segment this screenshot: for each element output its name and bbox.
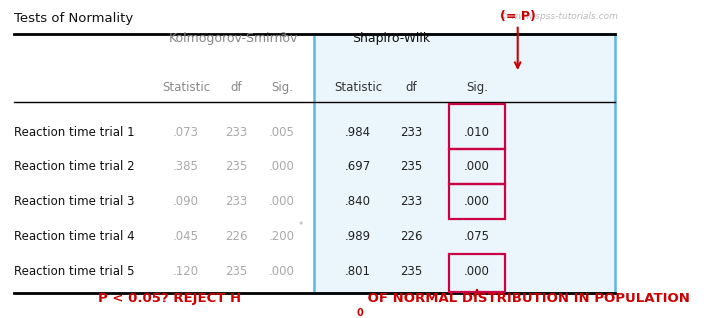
Text: .200: .200 (269, 230, 294, 243)
Text: 235: 235 (400, 160, 423, 173)
Text: .697: .697 (345, 160, 372, 173)
Text: .045: .045 (173, 230, 199, 243)
Text: df: df (230, 81, 242, 94)
Bar (449, 104, 505, 149)
Text: Sig.: Sig. (271, 81, 293, 94)
Text: Reaction time trial 5: Reaction time trial 5 (14, 265, 135, 278)
Text: 0: 0 (356, 308, 363, 318)
Text: .989: .989 (345, 230, 372, 243)
Text: Kolmogorov-Smirnov: Kolmogorov-Smirnov (169, 32, 299, 45)
Text: Shapiro-Wilk: Shapiro-Wilk (352, 32, 430, 45)
Text: Tests of Normality: Tests of Normality (14, 12, 133, 25)
Text: 233: 233 (225, 126, 247, 139)
Bar (449, 254, 505, 292)
Text: Reaction time trial 1: Reaction time trial 1 (14, 126, 135, 139)
Text: Reaction time trial 4: Reaction time trial 4 (14, 230, 135, 243)
Text: .005: .005 (269, 126, 294, 139)
Text: df: df (405, 81, 417, 94)
Text: 235: 235 (400, 265, 423, 278)
Text: 233: 233 (225, 195, 247, 208)
Text: .840: .840 (345, 195, 371, 208)
Text: (= P): (= P) (500, 10, 536, 23)
Text: © www.spss-tutorials.com: © www.spss-tutorials.com (499, 12, 618, 21)
Text: .075: .075 (464, 230, 490, 243)
Text: .010: .010 (464, 126, 490, 139)
Text: 233: 233 (400, 126, 423, 139)
Text: Statistic: Statistic (334, 81, 382, 94)
Text: OF NORMAL DISTRIBUTION IN POPULATION: OF NORMAL DISTRIBUTION IN POPULATION (363, 292, 690, 305)
Text: a: a (281, 30, 287, 39)
Bar (449, 184, 505, 219)
Text: .000: .000 (464, 265, 490, 278)
Text: .801: .801 (345, 265, 371, 278)
Bar (315, 34, 615, 293)
Text: .090: .090 (173, 195, 199, 208)
Text: 226: 226 (225, 230, 248, 243)
Text: 235: 235 (225, 265, 247, 278)
Text: Reaction time trial 3: Reaction time trial 3 (14, 195, 135, 208)
Text: 235: 235 (225, 160, 247, 173)
Text: .073: .073 (173, 126, 199, 139)
Text: .000: .000 (464, 160, 490, 173)
Text: P < 0.05? REJECT H: P < 0.05? REJECT H (99, 292, 241, 305)
Text: Statistic: Statistic (162, 81, 210, 94)
Text: 226: 226 (400, 230, 423, 243)
Text: 233: 233 (400, 195, 423, 208)
Text: .000: .000 (269, 195, 294, 208)
Text: .000: .000 (269, 265, 294, 278)
Text: Sig.: Sig. (466, 81, 488, 94)
Text: .000: .000 (464, 195, 490, 208)
Text: Reaction time trial 2: Reaction time trial 2 (14, 160, 135, 173)
Text: .120: .120 (173, 265, 199, 278)
Text: .385: .385 (173, 160, 199, 173)
Bar (449, 149, 505, 184)
Text: *: * (299, 221, 303, 230)
Text: .984: .984 (345, 126, 372, 139)
Text: .000: .000 (269, 160, 294, 173)
